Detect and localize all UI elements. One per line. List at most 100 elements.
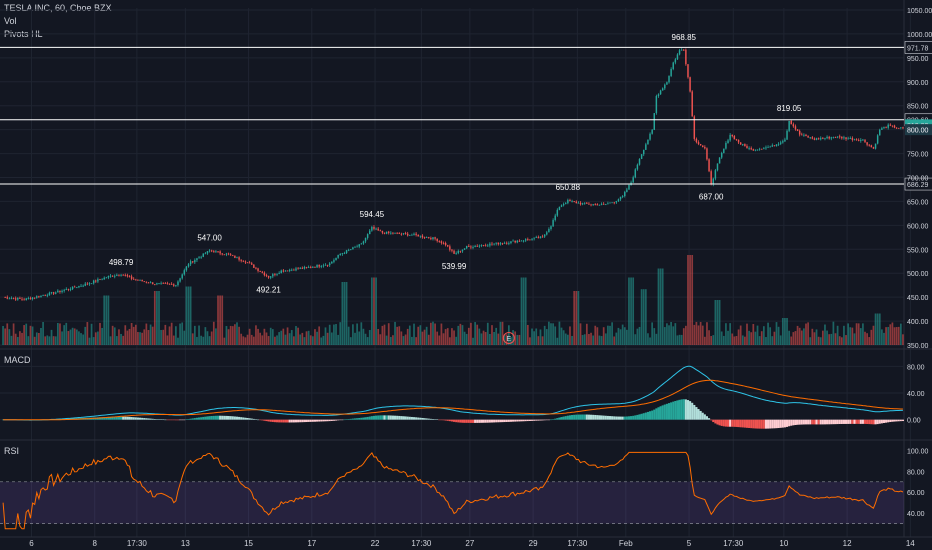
candle-body — [729, 134, 731, 141]
volume-bar — [644, 289, 647, 345]
candle-body — [885, 127, 887, 128]
volume-bar — [765, 337, 767, 345]
volume-bar — [168, 326, 171, 345]
volume-bar — [69, 329, 72, 345]
macd-histogram-bar — [885, 419, 888, 423]
candle-body — [438, 241, 441, 242]
candle-body — [341, 253, 344, 255]
candle-body — [472, 246, 474, 248]
macd-histogram-bar — [802, 419, 805, 425]
macd-histogram-bar — [377, 415, 380, 420]
macd-histogram-bar — [383, 415, 386, 420]
volume-bar — [166, 335, 169, 345]
volume-bar — [309, 335, 312, 345]
macd-histogram-bar — [370, 416, 373, 420]
volume-bar — [484, 332, 487, 345]
macd-histogram-bar — [299, 419, 302, 423]
candle-body — [862, 139, 864, 141]
candle-body — [579, 202, 582, 205]
macd-histogram-bar — [516, 419, 519, 422]
x-axis-tick: 10 — [779, 539, 788, 548]
volume-bar — [883, 332, 885, 345]
pivot-label: 687.00 — [699, 193, 724, 202]
volume-bar — [337, 334, 339, 345]
macd-histogram-bar — [592, 414, 595, 420]
macd-histogram-bar — [760, 419, 763, 429]
macd-histogram-bar — [488, 419, 491, 423]
volume-bar — [638, 326, 641, 345]
macd-histogram-bar — [549, 419, 553, 421]
volume-bar — [491, 325, 493, 345]
candle-body — [499, 243, 502, 245]
candle-body — [12, 298, 15, 300]
macd-histogram-bar — [556, 418, 559, 420]
macd-histogram-bar — [267, 419, 270, 422]
volume-bar — [558, 321, 561, 345]
candle-body — [619, 196, 622, 200]
candle-body — [145, 281, 148, 283]
macd-histogram-bar — [292, 419, 295, 423]
macd-histogram-bar — [623, 416, 626, 420]
volume-bar — [274, 336, 276, 345]
volume-bar — [615, 332, 618, 345]
macd-histogram-bar — [522, 419, 525, 422]
macd-histogram-bar — [842, 419, 845, 424]
volume-bar — [164, 324, 167, 345]
candle-body — [276, 273, 278, 275]
candle-body — [782, 141, 784, 143]
candle-body — [600, 203, 603, 205]
volume-bar — [847, 323, 850, 345]
volume-bar — [617, 327, 620, 345]
volume-bar — [242, 336, 245, 345]
volume-bar — [474, 322, 476, 345]
volume-bar — [463, 331, 466, 345]
macd-histogram-bar — [162, 419, 165, 421]
volume-bar — [107, 295, 110, 345]
volume-bar — [172, 335, 175, 345]
volume-bar — [360, 322, 363, 345]
candle-body — [356, 246, 358, 248]
volume-bar — [489, 333, 491, 345]
candle-body — [415, 233, 417, 235]
volume-bar — [82, 334, 84, 345]
candle-body — [322, 265, 325, 267]
candle-body — [594, 204, 596, 205]
candle-body — [849, 138, 851, 139]
volume-bar — [895, 327, 898, 345]
macd-histogram-bar — [524, 419, 527, 422]
macd-histogram-bar — [899, 419, 902, 422]
x-axis-tick: 27 — [465, 539, 474, 548]
macd-histogram-bar — [208, 416, 211, 420]
candle-body — [590, 204, 592, 206]
volume-bar — [208, 336, 211, 345]
macd-histogram-bar — [307, 419, 310, 422]
volume-bar — [781, 318, 784, 345]
candle-body — [206, 251, 209, 254]
candle-body — [666, 82, 668, 85]
candle-body — [373, 227, 375, 229]
macd-histogram-bar — [415, 417, 418, 420]
volume-bar — [99, 322, 101, 345]
volume-bar — [560, 327, 563, 345]
macd-histogram-bar — [284, 419, 287, 423]
candle-body — [571, 201, 573, 202]
volume-bar — [611, 322, 613, 345]
macd-histogram-bar — [585, 414, 588, 420]
candle-body — [278, 273, 280, 274]
macd-histogram-bar — [393, 415, 397, 420]
volume-bar — [86, 322, 89, 345]
macd-histogram-bar — [461, 419, 464, 423]
macd-histogram-bar — [471, 419, 475, 423]
macd-histogram-bar — [587, 414, 590, 420]
candle-body — [704, 147, 706, 149]
candle-body — [693, 116, 696, 139]
macd-histogram-bar — [326, 419, 329, 422]
candle-body — [189, 261, 192, 265]
volume-bar — [788, 330, 790, 345]
candle-body — [164, 283, 167, 284]
macd-histogram-bar — [733, 419, 736, 427]
volume-bar — [324, 327, 327, 345]
volume-bar — [411, 336, 413, 345]
macd-histogram-bar — [701, 412, 704, 420]
